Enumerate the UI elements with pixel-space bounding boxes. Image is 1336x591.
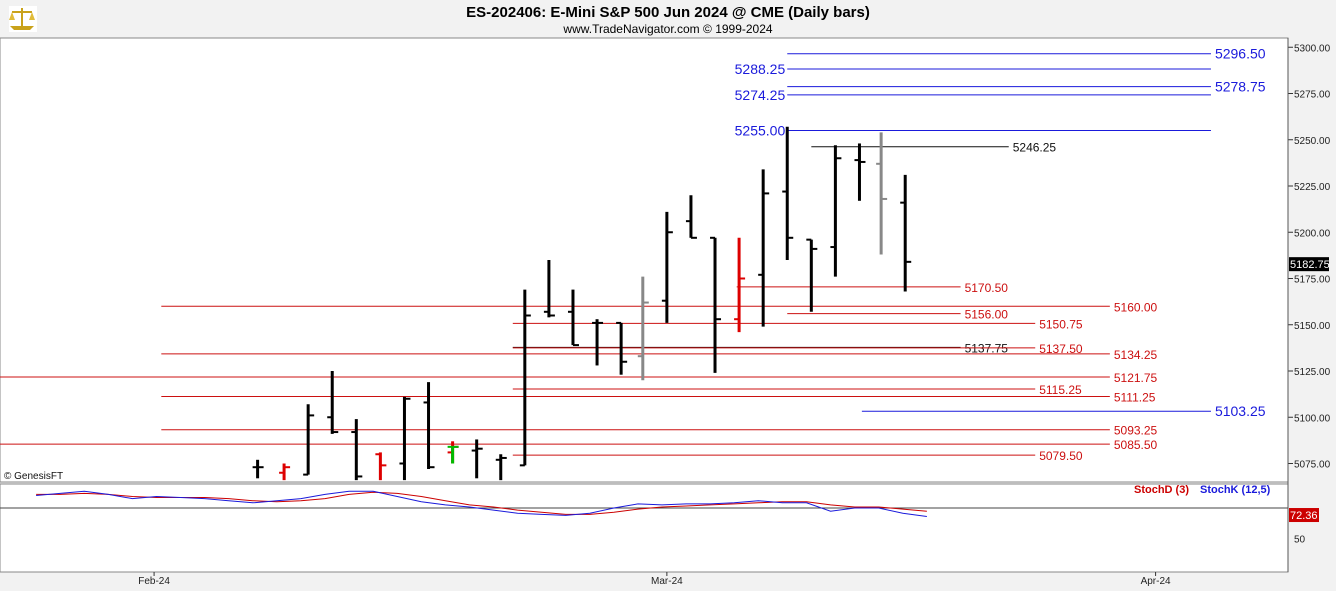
level-label: 5150.75 (1039, 317, 1083, 331)
stoch-panel (0, 483, 1289, 573)
level-label: 5274.25 (735, 87, 786, 103)
level-label: 5137.50 (1039, 342, 1083, 356)
price-tick-label: 5300.00 (1294, 43, 1331, 54)
level-label: 5160.00 (1114, 300, 1158, 314)
time-axis: Feb-24 Mar-24 Apr-24 (138, 572, 1171, 587)
price-tick-label: 5075.00 (1294, 460, 1331, 471)
level-label: 5170.50 (965, 281, 1009, 295)
price-tick-label: 5200.00 (1294, 228, 1331, 239)
level-label: 5156.00 (965, 308, 1009, 322)
price-panel (0, 37, 1289, 483)
price-tick-label: 5275.00 (1294, 90, 1331, 101)
level-label: 5093.25 (1114, 424, 1158, 438)
levels-layer: 5296.50 5288.25 5278.75 5274.25 5255.00 5246.… (0, 46, 1266, 463)
stochastic-indicator: 50 72.36 (36, 490, 1319, 546)
level-label: 5278.75 (1215, 79, 1266, 95)
level-label: 5085.50 (1114, 438, 1158, 452)
bars-layer (252, 126, 912, 481)
logo-icon (9, 6, 37, 32)
level-label: 5296.50 (1215, 46, 1266, 62)
chart-subtitle: www.TradeNavigator.com © 1999-2024 (562, 22, 772, 36)
copyright-label: © GenesisFT (4, 471, 63, 482)
level-label: 5121.75 (1114, 371, 1158, 385)
stoch-k-label: StochK (12,5) (1200, 484, 1271, 496)
level-label: 5079.50 (1039, 449, 1083, 463)
price-tick-label: 5175.00 (1294, 275, 1331, 286)
level-label: 5246.25 (1013, 141, 1057, 155)
time-tick-label: Feb-24 (138, 576, 170, 587)
price-axis-area (1288, 38, 1336, 572)
price-tick-label: 5100.00 (1294, 413, 1331, 424)
level-label: 5137.75 (965, 341, 1009, 355)
price-tick-label: 5150.00 (1294, 321, 1331, 332)
time-tick-label: Apr-24 (1141, 576, 1171, 587)
level-label: 5115.25 (1039, 383, 1082, 397)
level-label: 5103.25 (1215, 403, 1266, 419)
stoch-k-line (36, 490, 927, 517)
chart-title: ES-202406: E-Mini S&P 500 Jun 2024 @ CME… (466, 4, 870, 21)
stoch-tick-label: 50 (1294, 535, 1306, 546)
level-label: 5111.25 (1114, 390, 1156, 404)
level-label: 5288.25 (735, 61, 786, 77)
price-tick-label: 5225.00 (1294, 182, 1331, 193)
price-axis: 5300.00 5275.00 5250.00 5225.00 5200.00 5175.… (1287, 38, 1331, 572)
time-tick-label: Mar-24 (651, 576, 683, 587)
price-tick-label: 5125.00 (1294, 367, 1331, 378)
price-tick-label: 5250.00 (1294, 136, 1331, 147)
last-price-label: 5182.75 (1290, 259, 1330, 271)
stoch-d-label: StochD (3) (1134, 484, 1189, 496)
level-label: 5255.00 (735, 123, 786, 139)
stoch-last-badge (1289, 508, 1319, 523)
last-price-badge (1289, 257, 1329, 272)
level-label: 5134.25 (1114, 348, 1158, 362)
stoch-last-label: 72.36 (1290, 510, 1318, 522)
